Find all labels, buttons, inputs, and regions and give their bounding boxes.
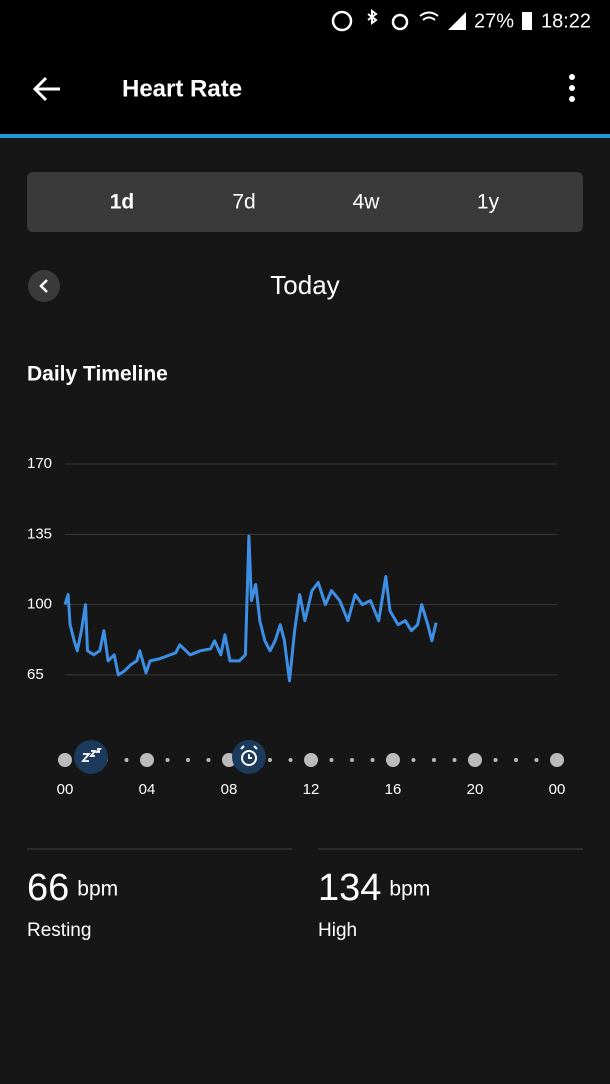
hour-dot — [124, 758, 129, 762]
hour-dot — [411, 758, 416, 762]
x-tick-label: 00 — [549, 781, 566, 798]
hour-dot — [432, 758, 436, 762]
stat-value: 134 — [318, 867, 381, 909]
previous-day[interactable] — [28, 270, 60, 302]
page-title: Heart Rate — [122, 75, 242, 102]
stat-label: High — [318, 920, 357, 941]
y-tick-label: 65 — [27, 666, 44, 683]
x-tick-label: 20 — [467, 781, 484, 798]
status-icons — [331, 9, 532, 32]
y-tick-label: 170 — [27, 455, 52, 472]
x-tick-mark — [550, 753, 564, 767]
tab[interactable]: 1y — [477, 191, 500, 214]
hour-dot — [452, 758, 457, 762]
hour-dot — [370, 758, 375, 762]
hour-dot — [329, 758, 334, 762]
stat-unit: bpm — [77, 878, 118, 901]
stat-label: Resting — [27, 920, 91, 941]
app-bar-accent — [0, 134, 610, 138]
date-label: Today — [270, 270, 339, 300]
sleep-glyph — [81, 748, 103, 762]
alarm-hands — [240, 745, 258, 759]
hour-dot — [288, 758, 293, 762]
x-tick-mark — [140, 753, 154, 767]
previous-icon — [39, 279, 48, 293]
y-tick-label: 100 — [27, 596, 52, 613]
tab[interactable]: 7d — [232, 191, 255, 214]
stat-value: 66 — [27, 867, 69, 909]
heart-rate-line — [63, 534, 438, 683]
x-tick-label: 16 — [385, 781, 402, 798]
hour-dot — [514, 758, 518, 762]
x-tick-mark — [58, 753, 72, 767]
hour-dot — [206, 758, 211, 762]
x-tick-mark — [468, 753, 482, 767]
hour-dot — [350, 758, 354, 762]
x-tick-mark — [386, 753, 400, 767]
back-button[interactable] — [32, 76, 60, 102]
y-tick-label: 135 — [27, 525, 52, 542]
x-tick-label: 00 — [57, 781, 74, 798]
app-bar — [0, 0, 610, 135]
stat-unit: bpm — [389, 878, 430, 901]
hour-dot — [186, 758, 190, 762]
sleep-icon — [74, 740, 108, 774]
tab-bar — [27, 172, 583, 232]
clock: 18:22 — [541, 10, 591, 32]
tab[interactable]: 1d — [110, 191, 135, 214]
x-tick-label: 12 — [303, 781, 320, 798]
tab[interactable]: 4w — [353, 191, 381, 214]
x-tick-mark — [304, 753, 318, 767]
hour-dot — [534, 758, 539, 762]
chart-title: Daily Timeline — [27, 363, 168, 386]
hour-dot — [493, 758, 498, 762]
alarm-glyph — [241, 750, 257, 766]
x-tick-label: 04 — [139, 781, 156, 798]
battery-level: 27% — [474, 10, 514, 32]
overflow-menu[interactable] — [569, 74, 575, 102]
x-tick-label: 08 — [221, 781, 238, 798]
hour-dot — [165, 758, 170, 762]
hour-dot — [268, 758, 272, 762]
